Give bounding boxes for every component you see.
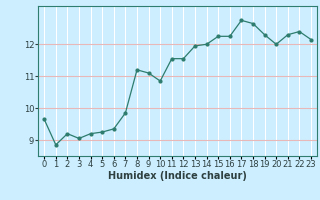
X-axis label: Humidex (Indice chaleur): Humidex (Indice chaleur) [108,171,247,181]
